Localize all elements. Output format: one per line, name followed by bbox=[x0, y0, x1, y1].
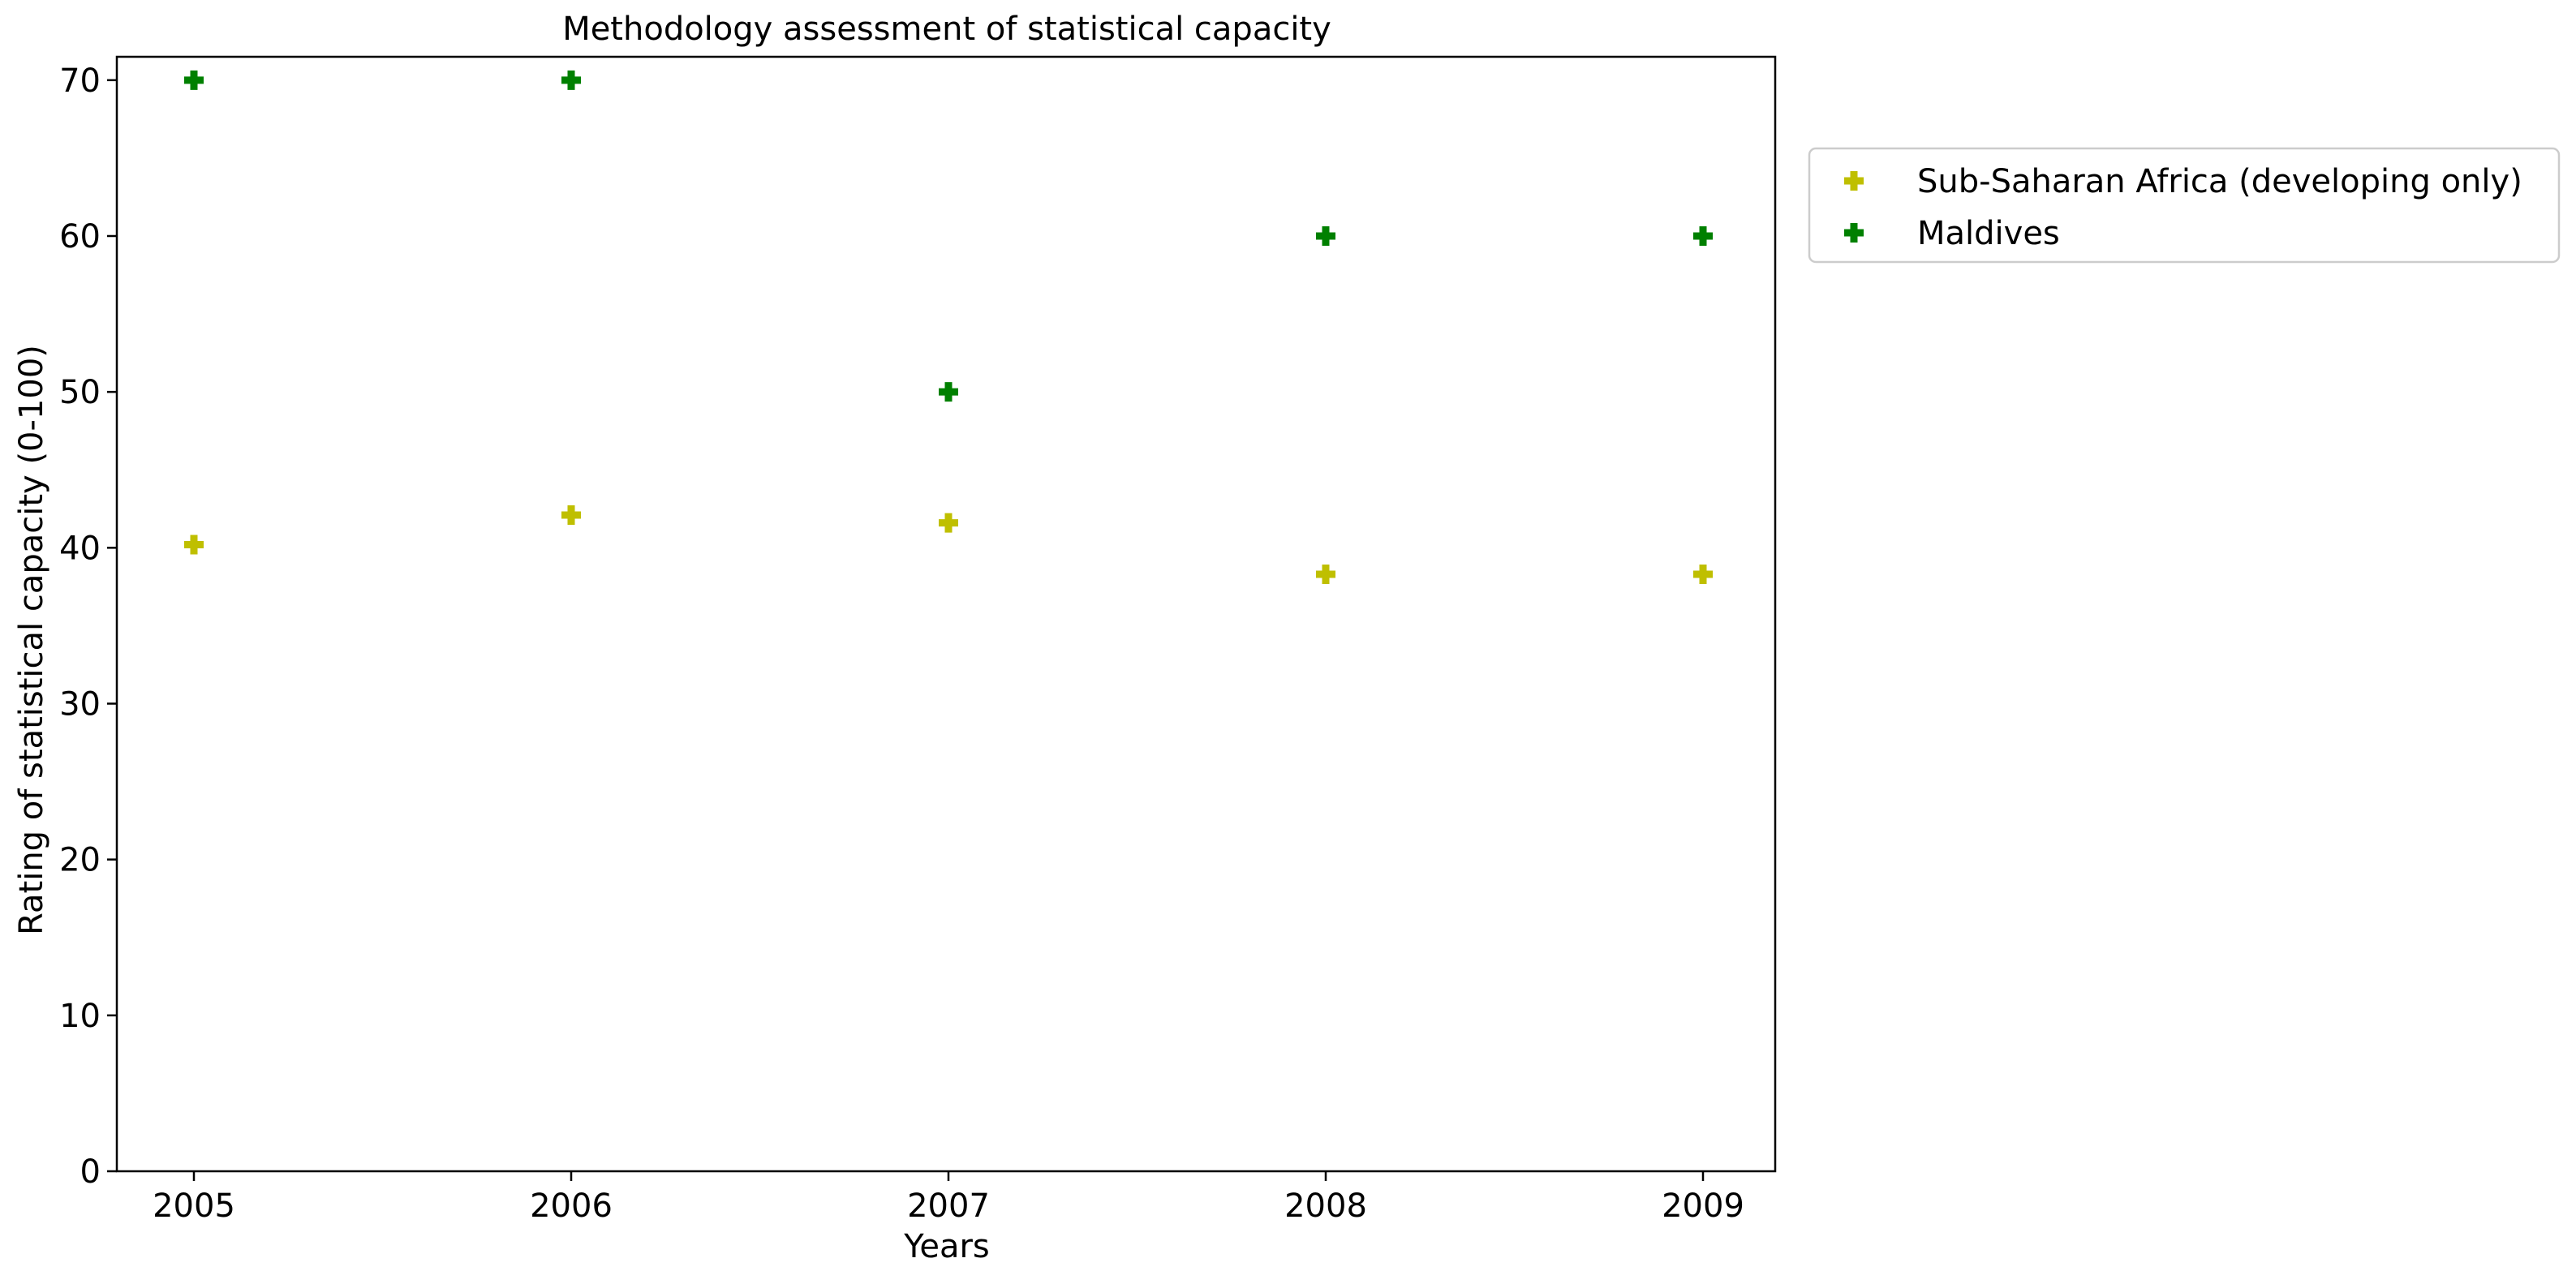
x-tick-label-2009: 2009 bbox=[1662, 1187, 1744, 1225]
data-point-maldives-2009 bbox=[1693, 225, 1713, 246]
chart-title: Methodology assessment of statistical ca… bbox=[562, 11, 1331, 48]
y-tick-label-70: 70 bbox=[59, 62, 101, 100]
plot-frame bbox=[115, 55, 1777, 1173]
legend: Sub-Saharan Africa (developing only) Mald… bbox=[1808, 147, 2561, 264]
y-tick-label-60: 60 bbox=[59, 218, 101, 256]
data-point-maldives-2008 bbox=[1316, 225, 1335, 246]
y-tick-label-0: 0 bbox=[80, 1153, 101, 1191]
x-tick-label-2008: 2008 bbox=[1284, 1187, 1367, 1225]
data-point-sub-saharan-africa-developing-only-2009 bbox=[1693, 564, 1713, 584]
x-axis-label: Years bbox=[903, 1228, 990, 1265]
y-tick-label-10: 10 bbox=[59, 998, 101, 1035]
legend-label-sub-saharan-africa-developing-only: Sub-Saharan Africa (developing only) bbox=[1917, 163, 2522, 200]
x-tick-label-2007: 2007 bbox=[907, 1187, 990, 1225]
data-point-maldives-2005 bbox=[184, 70, 204, 90]
x-tick-label-2006: 2006 bbox=[530, 1187, 613, 1225]
y-axis-label: Rating of statistical capacity (0-100) bbox=[13, 345, 50, 935]
plot-area: 0 10 20 30 40 50 60 70 2005 2006 2007 2008 2009 bbox=[59, 55, 1777, 1225]
data-point-sub-saharan-africa-developing-only-2006 bbox=[561, 505, 581, 525]
data-point-sub-saharan-africa-developing-only-2005 bbox=[184, 535, 204, 555]
legend-marker-sub-saharan-africa-developing-only bbox=[1844, 171, 1864, 191]
y-tick-label-20: 20 bbox=[59, 842, 101, 879]
data-point-maldives-2006 bbox=[561, 70, 581, 90]
x-tick-label-2005: 2005 bbox=[153, 1187, 235, 1225]
legend-box bbox=[1808, 147, 2561, 264]
data-point-sub-saharan-africa-developing-only-2008 bbox=[1316, 564, 1335, 584]
data-point-maldives-2007 bbox=[939, 382, 958, 402]
legend-label-maldives: Maldives bbox=[1917, 215, 2060, 252]
y-tick-label-40: 40 bbox=[59, 530, 101, 567]
data-point-sub-saharan-africa-developing-only-2007 bbox=[939, 513, 958, 533]
legend-marker-maldives bbox=[1844, 223, 1864, 243]
y-tick-label-50: 50 bbox=[59, 374, 101, 411]
y-tick-label-30: 30 bbox=[59, 685, 101, 723]
